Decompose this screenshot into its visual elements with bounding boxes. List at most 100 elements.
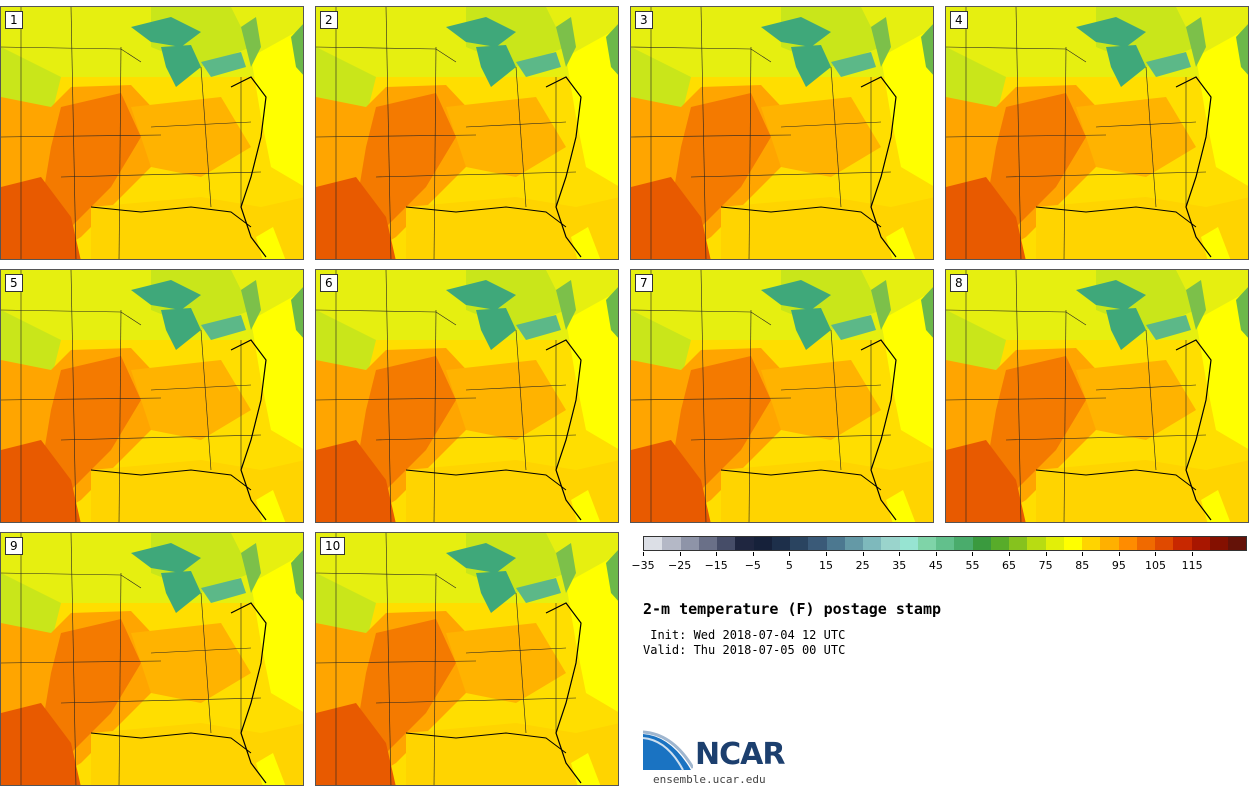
colorbar-swatch	[790, 537, 809, 550]
temperature-map	[316, 533, 618, 785]
colorbar-tick-label: 65	[1002, 559, 1017, 572]
colorbar-swatch	[844, 537, 863, 550]
colorbar-swatch	[698, 537, 717, 550]
colorbar-swatch	[1063, 537, 1082, 550]
colorbar-tick	[716, 552, 718, 556]
member-panel: 3	[630, 6, 934, 260]
member-panel: 7	[630, 269, 934, 523]
colorbar-tick	[643, 552, 644, 556]
temperature-map	[946, 270, 1248, 522]
member-panel: 5	[0, 269, 304, 523]
temperature-map	[316, 7, 618, 259]
colorbar-tick-label: −35	[631, 559, 655, 572]
colorbar-tick	[862, 552, 864, 556]
colorbar-tick-label: 105	[1144, 559, 1166, 572]
colorbar-swatch	[680, 537, 699, 550]
colorbar-swatch	[1228, 537, 1247, 550]
colorbar-swatch	[1118, 537, 1137, 550]
colorbar-swatch	[972, 537, 991, 550]
temperature-map	[631, 270, 933, 522]
member-number-label: 6	[320, 274, 338, 292]
colorbar-tick-label: 25	[855, 559, 870, 572]
colorbar-swatch	[936, 537, 955, 550]
colorbar-tick	[679, 552, 681, 556]
member-panel: 9	[0, 532, 304, 786]
member-panel: 6	[315, 269, 619, 523]
member-panel: 2	[315, 6, 619, 260]
colorbar-tick-label: 15	[819, 559, 834, 572]
colorbar-swatch	[662, 537, 681, 550]
colorbar-tick-label: −25	[667, 559, 692, 572]
valid-time: Valid: Thu 2018-07-05 00 UTC	[643, 643, 846, 657]
colorbar-swatch	[1209, 537, 1228, 550]
colorbar-swatch	[990, 537, 1009, 550]
member-panel: 1	[0, 6, 304, 260]
member-panel: 4	[945, 6, 1249, 260]
colorbar-swatch	[1191, 537, 1210, 550]
ncar-logo-icon	[643, 730, 693, 771]
colorbar-tick-label: 55	[965, 559, 980, 572]
colorbar-tick	[752, 552, 754, 556]
member-number-label: 3	[635, 11, 653, 29]
member-panel: 10	[315, 532, 619, 786]
init-time: Init: Wed 2018-07-04 12 UTC	[643, 628, 846, 642]
colorbar	[643, 536, 1247, 551]
colorbar-tick-label: −15	[704, 559, 728, 572]
member-number-label: 5	[5, 274, 23, 292]
colorbar-tick	[1009, 552, 1011, 556]
colorbar-swatch	[644, 537, 663, 550]
colorbar-swatch	[1100, 537, 1119, 550]
colorbar-swatch	[1027, 537, 1046, 550]
chart-title: 2-m temperature (F) postage stamp	[643, 600, 942, 618]
colorbar-swatch	[826, 537, 845, 550]
colorbar-swatch	[954, 537, 973, 550]
colorbar-swatch	[1173, 537, 1192, 550]
member-number-label: 4	[950, 11, 968, 29]
colorbar-tick-label: 45	[928, 559, 943, 572]
member-panel: 8	[945, 269, 1249, 523]
member-number-label: 9	[5, 537, 23, 555]
colorbar-tick-label: 35	[892, 559, 907, 572]
colorbar-tick	[826, 552, 828, 556]
colorbar-swatch	[735, 537, 754, 550]
member-number-label: 1	[5, 11, 23, 29]
ncar-url: ensemble.ucar.edu	[653, 773, 766, 786]
temperature-map	[631, 7, 933, 259]
colorbar-tick	[1082, 552, 1084, 556]
temperature-map	[316, 270, 618, 522]
ncar-logo-text: NCAR	[695, 737, 785, 772]
colorbar-swatch	[1136, 537, 1155, 550]
colorbar-swatch	[717, 537, 736, 550]
colorbar-tick-label: 95	[1111, 559, 1126, 572]
colorbar-tick	[935, 552, 937, 556]
colorbar-tick	[972, 552, 974, 556]
colorbar-tick	[1192, 552, 1194, 556]
colorbar-tick-label: 115	[1181, 559, 1203, 572]
member-number-label: 8	[950, 274, 968, 292]
colorbar-tick-label: 5	[785, 559, 793, 572]
colorbar-swatch	[1045, 537, 1064, 550]
colorbar-swatch	[863, 537, 882, 550]
colorbar-swatch	[1082, 537, 1101, 550]
colorbar-swatch	[917, 537, 936, 550]
temperature-map	[1, 7, 303, 259]
temperature-map	[1, 533, 303, 785]
colorbar-swatch	[1155, 537, 1174, 550]
colorbar-tick-label: 75	[1038, 559, 1053, 572]
colorbar-tick-label: −5	[744, 559, 761, 572]
colorbar-swatch	[753, 537, 772, 550]
member-number-label: 2	[320, 11, 338, 29]
colorbar-tick	[899, 552, 901, 556]
colorbar-swatch	[771, 537, 790, 550]
colorbar-tick	[1155, 552, 1157, 556]
member-number-label: 10	[320, 537, 346, 555]
temperature-map	[946, 7, 1248, 259]
colorbar-swatch	[808, 537, 827, 550]
colorbar-tick	[1118, 552, 1120, 556]
colorbar-tick-label: 85	[1075, 559, 1090, 572]
member-number-label: 7	[635, 274, 653, 292]
colorbar-swatch	[881, 537, 900, 550]
colorbar-swatch	[1009, 537, 1028, 550]
temperature-map	[1, 270, 303, 522]
colorbar-tick	[789, 552, 791, 556]
